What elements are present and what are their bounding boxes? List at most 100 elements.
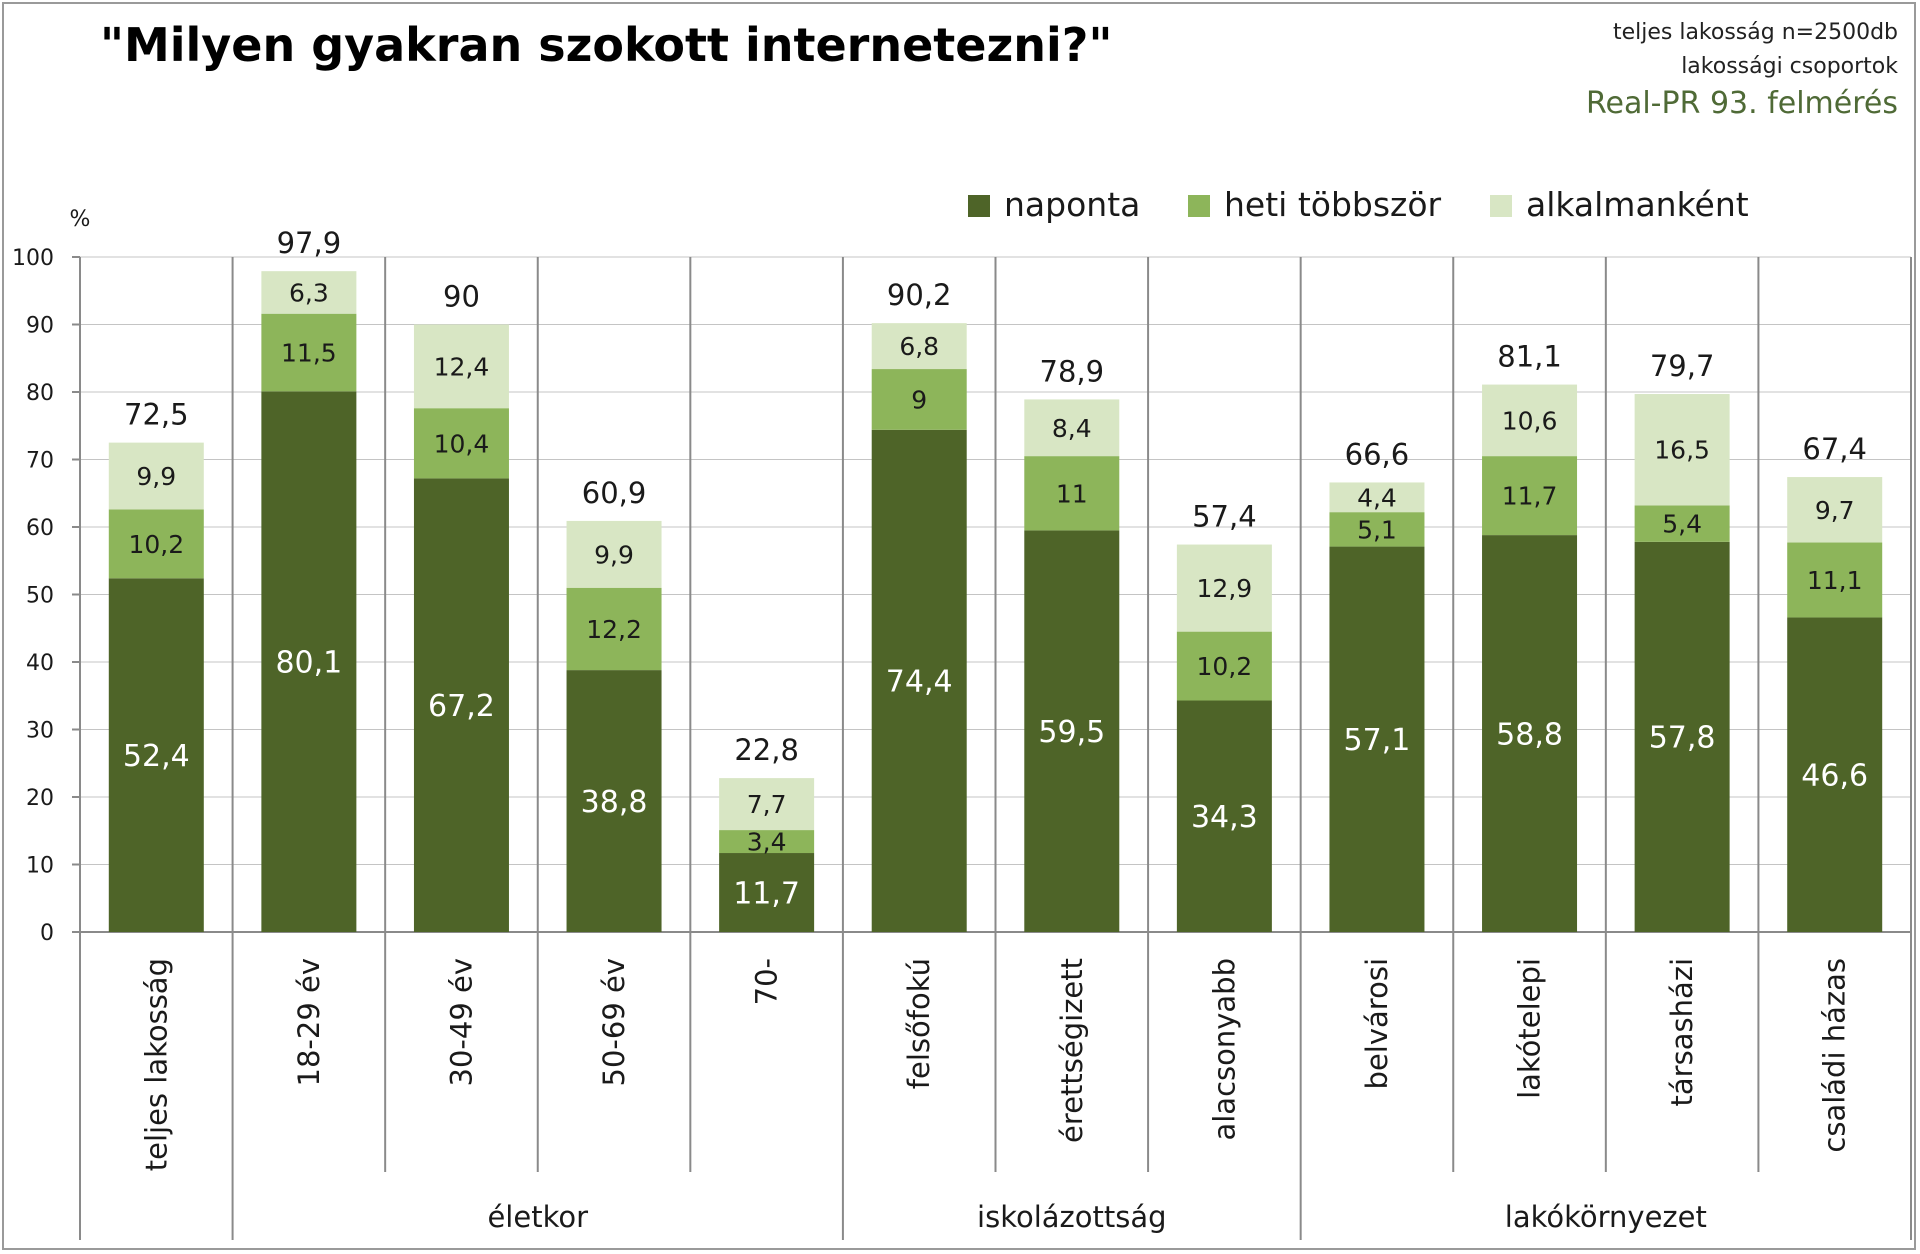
category-label: családi házas [1818, 958, 1852, 1153]
bar-segment [1634, 505, 1730, 542]
data-label: 9,9 [136, 462, 176, 491]
category-label: érettségizett [1055, 958, 1089, 1143]
data-label: 11,7 [1502, 482, 1558, 511]
category-label: alacsonyabb [1207, 958, 1241, 1141]
bar-segment [566, 520, 662, 588]
total-label: 79,7 [1650, 349, 1715, 383]
bar-segment [413, 478, 509, 932]
data-label: 6,8 [899, 332, 939, 361]
category-label: 50-69 év [597, 958, 631, 1087]
y-tick-label: 50 [26, 584, 54, 609]
bar-segment [261, 271, 357, 314]
y-tick-label: 70 [26, 449, 54, 474]
bar-segment [1787, 477, 1883, 543]
data-label: 5,4 [1662, 510, 1702, 539]
bar-segment [1176, 544, 1272, 632]
legend-label: heti többször [1224, 185, 1442, 224]
bar-segment [1024, 456, 1120, 531]
bar-segment [871, 369, 967, 430]
bar-segment [1482, 456, 1578, 536]
y-tick-label: 100 [12, 246, 54, 271]
data-label: 10,4 [434, 429, 490, 458]
bar-segment [108, 578, 204, 932]
data-label: 9 [911, 385, 927, 414]
data-label: 9,9 [594, 540, 634, 569]
y-tick-label: 60 [26, 516, 54, 541]
bar-segment [1176, 700, 1272, 932]
bar-segment [719, 853, 815, 932]
total-label: 60,9 [582, 476, 647, 510]
category-label: 30-49 év [444, 958, 478, 1087]
y-axis-label: % [70, 207, 91, 232]
bar-segment [871, 429, 967, 932]
bar-segment [1024, 530, 1120, 932]
total-label: 78,9 [1040, 354, 1105, 388]
category-label: belvárosi [1360, 958, 1394, 1089]
data-label: 59,5 [1038, 715, 1105, 750]
data-label: 11,1 [1807, 566, 1863, 595]
total-label: 22,8 [734, 733, 799, 767]
bar-segment [1787, 542, 1883, 618]
total-label: 90 [443, 280, 480, 314]
y-tick-label: 80 [26, 381, 54, 406]
bar-segment [566, 670, 662, 932]
category-label: társasházi [1665, 958, 1699, 1106]
data-label: 11 [1056, 479, 1088, 508]
y-tick-label: 30 [26, 719, 54, 744]
bar-segment [108, 509, 204, 579]
y-tick-label: 10 [26, 854, 54, 879]
bar-segment [1787, 617, 1883, 932]
total-label: 81,1 [1497, 340, 1562, 374]
chart-title: "Milyen gyakran szokott internetezni?" [100, 18, 1113, 72]
data-label: 4,4 [1357, 483, 1397, 512]
y-tick-label: 90 [26, 314, 54, 339]
data-label: 52,4 [123, 739, 190, 774]
data-label: 38,8 [581, 785, 648, 820]
data-label: 10,6 [1502, 406, 1558, 435]
bar-segment [108, 442, 204, 510]
bar-segment [1329, 512, 1425, 547]
y-tick-label: 40 [26, 651, 54, 676]
total-label: 90,2 [887, 278, 952, 312]
bar-segment [413, 324, 509, 409]
category-label: felsőfokú [902, 958, 936, 1089]
data-label: 12,2 [586, 615, 642, 644]
y-tick-label: 0 [40, 921, 54, 946]
bar-segment [261, 313, 357, 392]
data-label: 58,8 [1496, 717, 1563, 752]
bar-segment [1329, 546, 1425, 932]
category-label: 18-29 év [292, 958, 326, 1087]
group-label: lakókörnyezet [1505, 1200, 1707, 1234]
group-info: lakossági csoportok [1681, 54, 1898, 79]
legend-label: alkalmanként [1526, 185, 1749, 224]
data-label: 6,3 [289, 278, 329, 307]
total-label: 72,5 [124, 398, 189, 432]
data-label: 34,3 [1191, 800, 1258, 835]
total-label: 67,4 [1802, 432, 1867, 466]
data-label: 10,2 [1197, 652, 1253, 681]
legend-swatch [1188, 195, 1210, 217]
bar-segment [1024, 399, 1120, 457]
legend-label: naponta [1004, 185, 1140, 224]
legend-swatch [968, 195, 990, 217]
group-label: iskolázottság [977, 1200, 1167, 1234]
bar-segment [1482, 384, 1578, 457]
bar-segment [719, 778, 815, 831]
bar-segment [261, 391, 357, 932]
data-label: 10,2 [128, 530, 184, 559]
bar-segment [871, 323, 967, 370]
data-label: 11,5 [281, 339, 337, 368]
group-label: életkor [487, 1200, 588, 1234]
total-label: 66,6 [1345, 437, 1410, 471]
data-label: 12,4 [434, 352, 490, 381]
y-tick-label: 20 [26, 786, 54, 811]
data-label: 67,2 [428, 689, 495, 724]
category-label: teljes lakosság [139, 958, 173, 1171]
data-label: 9,7 [1815, 496, 1855, 525]
total-label: 57,4 [1192, 500, 1257, 534]
data-label: 74,4 [886, 665, 953, 700]
category-label: 70- [750, 958, 784, 1005]
data-label: 12,9 [1197, 574, 1253, 603]
